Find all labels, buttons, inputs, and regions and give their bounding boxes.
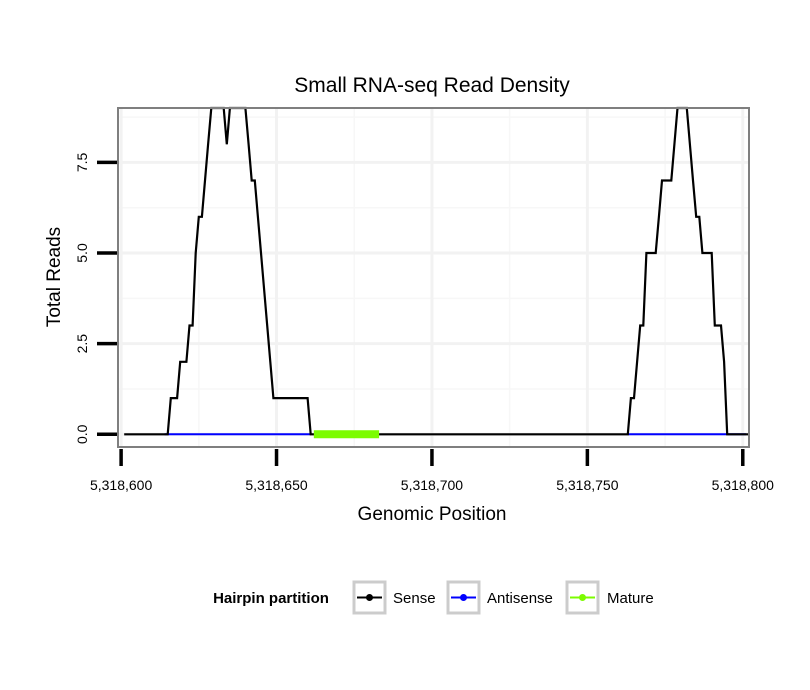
y-tick-label: 7.5	[74, 152, 90, 172]
x-tick-label: 5,318,600	[90, 477, 152, 493]
x-tick-label: 5,318,650	[245, 477, 307, 493]
legend-point-antisense	[460, 594, 467, 601]
x-tick-label: 5,318,800	[712, 477, 774, 493]
legend-item-sense: Sense	[352, 580, 436, 615]
chart-title: Small RNA-seq Read Density	[294, 74, 570, 97]
legend-label-sense: Sense	[393, 590, 436, 607]
legend-label-antisense: Antisense	[487, 590, 553, 607]
legend-label-mature: Mature	[607, 590, 654, 607]
legend-point-sense	[366, 594, 373, 601]
plot-background	[118, 108, 749, 447]
x-axis: 5,318,600 5,318,650 5,318,700 5,318,750 5,31…	[90, 449, 774, 493]
legend-point-mature	[579, 594, 586, 601]
y-axis-label: Total Reads	[44, 227, 65, 327]
plot-border	[117, 107, 750, 448]
x-axis-label: Genomic Position	[358, 504, 507, 525]
legend: Hairpin partition Sense Antisense Mature	[213, 580, 654, 615]
legend-title: Hairpin partition	[213, 590, 329, 607]
legend-item-mature: Mature	[565, 580, 654, 615]
series-layer	[124, 106, 749, 439]
x-tick-label: 5,318,750	[556, 477, 618, 493]
grid-minor	[118, 108, 749, 447]
y-tick-label: 5.0	[74, 243, 90, 263]
sense-line	[124, 106, 749, 436]
y-axis: 0.0 2.5 5.0 7.5	[74, 152, 117, 444]
y-tick-label: 2.5	[74, 334, 90, 354]
y-tick-label: 0.0	[74, 424, 90, 444]
plot-panel	[117, 106, 750, 448]
x-tick-label: 5,318,700	[401, 477, 463, 493]
legend-item-antisense: Antisense	[446, 580, 553, 615]
